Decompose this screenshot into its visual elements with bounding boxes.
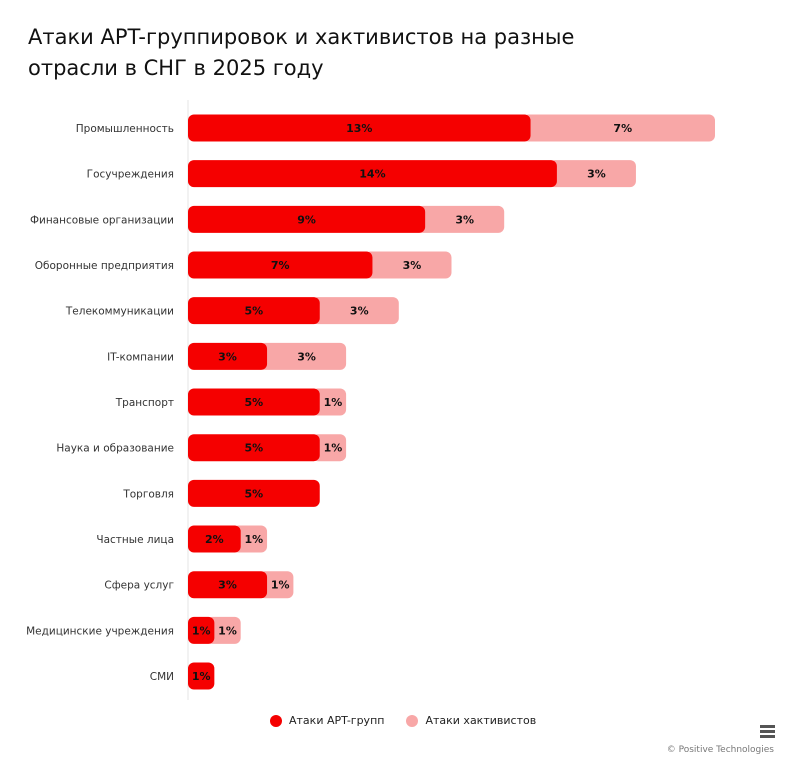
data-label: 3% [350, 305, 369, 318]
legend-marker-apt [270, 714, 282, 727]
data-label: 5% [245, 305, 264, 318]
category-label: Торговля [122, 488, 174, 500]
data-label: 7% [613, 122, 632, 135]
bar-hacktivists[interactable] [259, 571, 294, 599]
category-label: СМИ [150, 671, 174, 683]
data-label: 3% [218, 579, 237, 592]
legend-item-hacktivists[interactable]: Атаки хактивистов [406, 714, 536, 727]
bar-apt[interactable] [188, 297, 320, 325]
data-label: 1% [324, 396, 343, 409]
bar-apt[interactable] [188, 251, 373, 279]
data-label: 9% [297, 213, 316, 226]
data-label: 1% [245, 533, 264, 546]
bar-apt[interactable] [188, 571, 268, 599]
category-label: Промышленность [76, 123, 174, 135]
category-label: Медицинские учреждения [26, 625, 174, 637]
bar-hacktivists[interactable] [522, 114, 715, 142]
bar-hacktivists[interactable] [417, 205, 505, 233]
bar-hacktivists[interactable] [311, 388, 347, 416]
bar-apt[interactable] [188, 662, 215, 690]
category-label: IT-компании [107, 351, 174, 363]
data-label: 7% [271, 259, 290, 272]
data-label: 2% [205, 533, 224, 546]
category-label: Телекоммуникации [65, 306, 174, 318]
category-label: Оборонные предприятия [35, 260, 174, 272]
data-label: 3% [403, 259, 422, 272]
data-label: 5% [245, 396, 264, 409]
bar-hacktivists[interactable] [364, 251, 452, 279]
category-label: Финансовые организации [30, 214, 174, 226]
category-label: Наука и образование [56, 443, 174, 455]
bar-apt[interactable] [188, 479, 320, 507]
bar-apt[interactable] [188, 525, 241, 553]
data-label: 3% [587, 168, 606, 181]
legend-marker-hacktivists [406, 714, 419, 727]
bar-apt[interactable] [188, 160, 557, 188]
data-label: 1% [192, 670, 211, 683]
data-label: 1% [324, 442, 343, 455]
bar-apt[interactable] [188, 205, 426, 233]
menu-icon[interactable] [760, 725, 775, 740]
bar-apt[interactable] [188, 388, 320, 416]
chart-title: Атаки APT-группировок и хактивистов на р… [28, 25, 575, 80]
data-label: 3% [297, 350, 316, 363]
data-label: 1% [271, 579, 290, 592]
bar-hacktivists[interactable] [259, 342, 347, 370]
bar-hacktivists[interactable] [548, 160, 636, 188]
bar-apt[interactable] [188, 114, 531, 142]
data-label: 13% [346, 122, 372, 135]
legend-label-hacktivists: Атаки хактивистов [425, 714, 537, 727]
data-label: 5% [245, 487, 264, 500]
bar-apt[interactable] [188, 342, 268, 370]
credit: © Positive Technologies [666, 745, 774, 755]
data-label: 1% [218, 624, 237, 637]
bar-hacktivists[interactable] [311, 297, 399, 325]
data-label: 14% [359, 168, 385, 181]
data-label: 3% [455, 213, 474, 226]
data-label: 3% [218, 350, 237, 363]
legend-item-apt[interactable]: Атаки APT-групп [270, 714, 384, 727]
data-label: 5% [245, 442, 264, 455]
legend: Атаки APT-групп Атаки хактивистов [270, 714, 536, 727]
bar-apt[interactable] [188, 434, 320, 462]
data-label: 1% [192, 624, 211, 637]
category-label: Транспорт [115, 397, 174, 409]
bar-hacktivists[interactable] [232, 525, 268, 553]
category-label: Частные лица [96, 534, 174, 546]
bar-hacktivists[interactable] [206, 616, 241, 644]
legend-label-apt: Атаки APT-групп [289, 714, 385, 727]
bar-hacktivists[interactable] [311, 434, 347, 462]
category-label: Госучреждения [87, 169, 174, 181]
category-label: Сфера услуг [104, 580, 174, 592]
bar-apt[interactable] [188, 616, 215, 644]
